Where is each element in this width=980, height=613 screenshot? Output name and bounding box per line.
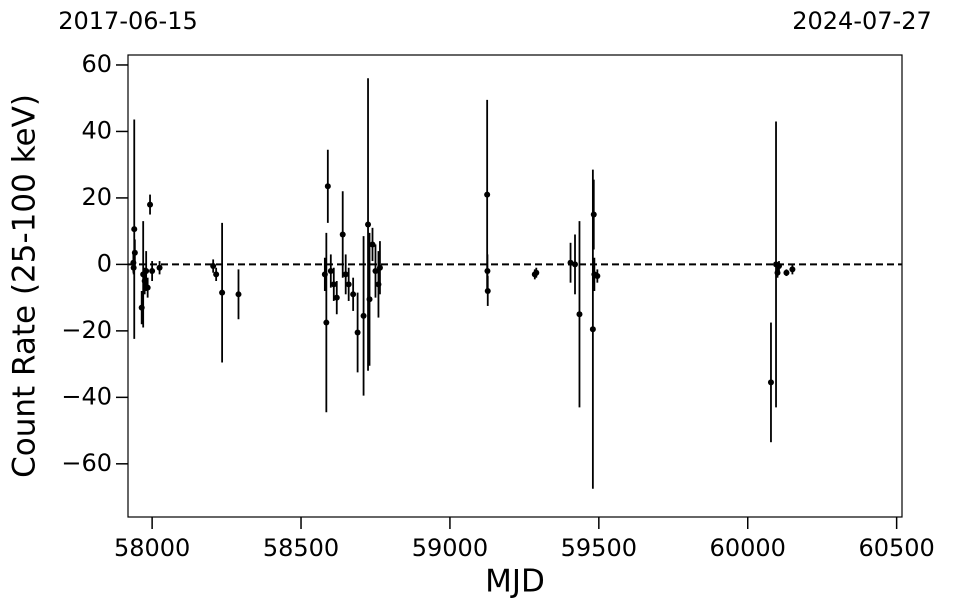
data-point: [594, 273, 601, 280]
x-tick-label: 58000: [114, 534, 190, 562]
data-point: [339, 231, 346, 238]
top-date-label: 2024-07-27: [792, 7, 931, 35]
data-point: [342, 271, 349, 278]
data-point: [213, 271, 220, 278]
plot-frame: [127, 54, 903, 518]
data-point: [484, 268, 491, 275]
x-tick-label: 60500: [858, 534, 934, 562]
data-point: [149, 268, 156, 275]
data-point: [350, 291, 357, 298]
x-tick-label: 58500: [263, 534, 339, 562]
y-tick-label: 60: [81, 50, 112, 78]
data-point: [354, 329, 361, 336]
x-tick-label: 59000: [412, 534, 488, 562]
data-point: [323, 319, 330, 326]
data-point: [219, 289, 226, 296]
y-tick-label: −20: [61, 316, 112, 344]
data-point: [572, 261, 579, 268]
data-point: [576, 311, 583, 318]
top-date-label: 2017-06-15: [58, 7, 197, 35]
data-point: [783, 269, 790, 276]
data-point: [324, 183, 331, 190]
y-tick-label: 40: [81, 116, 112, 144]
data-point: [156, 264, 163, 271]
data-point: [767, 379, 774, 386]
data-point: [131, 249, 138, 256]
y-tick-label: 0: [97, 249, 112, 277]
data-point: [366, 296, 373, 303]
y-tick-label: −60: [61, 449, 112, 477]
data-point: [143, 268, 150, 275]
data-point: [372, 268, 379, 275]
data-point: [130, 264, 137, 271]
data-point: [345, 281, 352, 288]
data-point: [144, 284, 151, 291]
data-point: [589, 326, 596, 333]
data-point: [327, 268, 334, 275]
x-tick-label: 60000: [710, 534, 786, 562]
data-point: [333, 294, 340, 301]
y-axis-label: Count Rate (25-100 keV): [7, 94, 43, 478]
x-tick-label: 59500: [561, 534, 637, 562]
data-point: [789, 266, 796, 273]
x-axis-label: MJD: [485, 564, 545, 600]
data-point: [330, 281, 337, 288]
y-tick-label: 20: [81, 183, 112, 211]
data-point: [210, 263, 217, 270]
data-point: [484, 191, 491, 198]
data-point: [360, 312, 367, 319]
y-tick-label: −40: [61, 382, 112, 410]
data-point: [376, 264, 383, 271]
data-point: [147, 201, 154, 208]
data-point: [235, 291, 242, 298]
data-point: [369, 241, 376, 248]
data-point: [131, 226, 138, 233]
data-point: [776, 263, 783, 270]
data-point: [533, 269, 540, 276]
data-point: [774, 269, 781, 276]
data-point: [365, 221, 372, 228]
data-point: [590, 211, 597, 218]
data-point: [484, 287, 491, 294]
